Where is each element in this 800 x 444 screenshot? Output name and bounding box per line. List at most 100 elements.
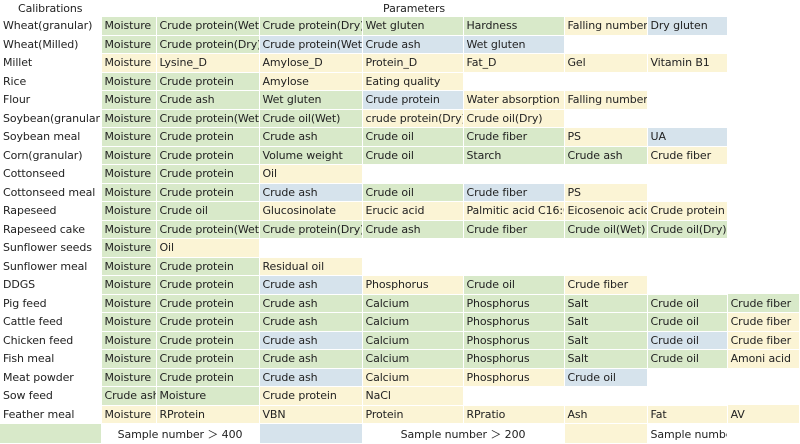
calibration-row: Fish meal Moisture Crude protein Crude ash C… [0,349,800,369]
parameter-cell [463,386,565,406]
calibration-name: Meat powder [0,368,102,387]
parameter-cell: PS [564,127,648,147]
parameter-cell [647,238,728,258]
parameter-cell: Salt [564,331,648,350]
legend-label-yellow: Sample number ＜ 200 [647,423,728,444]
parameter-cell [564,72,648,91]
calibration-name: Flour [0,90,102,110]
header-parameters: Parameters [101,0,728,17]
legend-row: Sample number ＞ 400 Sample number ＞ 200 … [0,423,800,444]
parameter-cell: Calcium [362,331,464,350]
parameter-cell: VBN [259,405,363,424]
parameter-cell: Crude oil [362,127,464,147]
calibration-row: Millet Moisture Lysine_D Amylose_D Protein_D… [0,53,800,73]
calibration-name: Rice [0,72,102,91]
calibration-row: Cottonseed Moisture Crude protein Oil [0,164,800,184]
parameter-cell: Crude protein(Wet) [259,35,363,54]
parameter-cell: NaCl [362,386,464,406]
calibration-row: Flour Moisture Crude ash Wet gluten Crude pr… [0,90,800,110]
calibration-name: Cottonseed [0,164,102,184]
parameter-cell: Crude ash [259,349,363,369]
calibration-row: Rapeseed Moisture Crude oil Glucosinolate Er… [0,201,800,221]
parameter-cell: Calcium [362,312,464,332]
parameter-cell: Crude fiber [727,331,800,350]
parameter-cell: Crude oil(Dry) [647,220,728,239]
calibration-row: Pig feed Moisture Crude protein Crude ash Ca… [0,294,800,313]
legend-label-blue: Sample number ＞ 200 [362,423,565,444]
parameter-cell: Eicosenoic acid [564,201,648,221]
parameter-cell: Volume weight [259,146,363,165]
legend-label-green: Sample number ＞ 400 [101,423,260,444]
calibration-row: Wheat(granular) Moisture Crude protein(Wet… [0,16,800,36]
parameter-cell: Phosphorus [463,312,565,332]
parameter-cell: Crude oil [647,312,728,332]
calibration-name: Sunflower meal [0,257,102,276]
parameter-cell: Crude protein [156,294,260,313]
parameter-cell: Palmitic acid C16:0 [463,201,565,221]
parameter-cell [463,238,565,258]
parameter-cell: Crude protein [156,257,260,276]
parameter-cell: Oil [259,164,363,184]
calibration-name: Millet [0,53,102,73]
parameter-cell: Moisture [101,312,157,332]
parameter-cell: Moisture [101,72,157,91]
parameter-cell: Crude fiber [727,294,800,313]
calibration-row: Sow feed Crude ash Moisture Crude protein Na… [0,386,800,406]
parameter-cell: Crude ash [259,294,363,313]
parameter-cell: Salt [564,349,648,369]
parameter-cell: Crude oil(Wet) [259,109,363,128]
parameter-cell: Crude oil [647,294,728,313]
parameter-cell [564,109,648,128]
parameter-cell: Calcium [362,294,464,313]
parameter-cell: Crude oil [156,201,260,221]
parameter-cell: Crude ash [259,368,363,387]
parameter-cell: Gel [564,53,648,73]
parameter-cell: Crude oil [564,368,648,387]
parameter-cell: Crude fiber [463,183,565,202]
parameter-cell: Moisture [101,368,157,387]
parameter-cell [647,72,728,91]
calibration-name: Pig feed [0,294,102,313]
calibration-row: Sunflower meal Moisture Crude protein Resid… [0,257,800,276]
parameter-cell: RProtein [156,405,260,424]
calibration-row: Rapeseed cake Moisture Crude protein(Wet) C… [0,220,800,239]
parameter-cell: Crude oil(Dry) [463,109,565,128]
parameter-cell: Crude fiber [564,275,648,295]
calibration-row: Soybean meal Moisture Crude protein Crude a… [0,127,800,147]
parameter-cell: Crude ash [259,331,363,350]
parameter-cell: Crude protein(Wet) [156,220,260,239]
parameter-cell: Crude ash [259,312,363,332]
parameter-cell: Crude fiber [463,220,565,239]
parameter-cell: Moisture [101,220,157,239]
parameter-cell: Crude protein [647,201,728,221]
parameter-cell: Calcium [362,349,464,369]
calibration-name: Cattle feed [0,312,102,332]
calibration-row: Corn(granular) Moisture Crude protein Volum… [0,146,800,165]
parameter-cell: Moisture [101,35,157,54]
parameter-cell: Crude oil [647,331,728,350]
parameter-cell: Crude protein [156,368,260,387]
parameter-cell: Moisture [101,164,157,184]
parameter-cell: Ash [564,405,648,424]
calibration-name: Sow feed [0,386,102,406]
parameter-cell: Dry gluten [647,16,728,36]
parameter-cell [463,72,565,91]
parameter-cell: Crude protein [156,146,260,165]
calibration-row: Feather meal Moisture RProtein VBN Protein RP… [0,405,800,424]
parameter-cell: Crude ash [259,127,363,147]
parameter-cell: Lysine_D [156,53,260,73]
parameter-cell: Crude protein [156,275,260,295]
parameter-cell: Crude ash [564,146,648,165]
calibration-name: Chicken feed [0,331,102,350]
parameter-cell: Crude fiber [463,127,565,147]
parameter-cell: PS [564,183,648,202]
calibration-name: Rapeseed cake [0,220,102,239]
parameter-cell: Glucosinolate [259,201,363,221]
parameter-cell [647,90,728,110]
parameter-cell: Amylose_D [259,53,363,73]
parameter-cell [564,257,648,276]
parameter-cell: Crude protein [259,386,363,406]
parameter-cell [647,183,728,202]
parameter-cell: Moisture [101,53,157,73]
